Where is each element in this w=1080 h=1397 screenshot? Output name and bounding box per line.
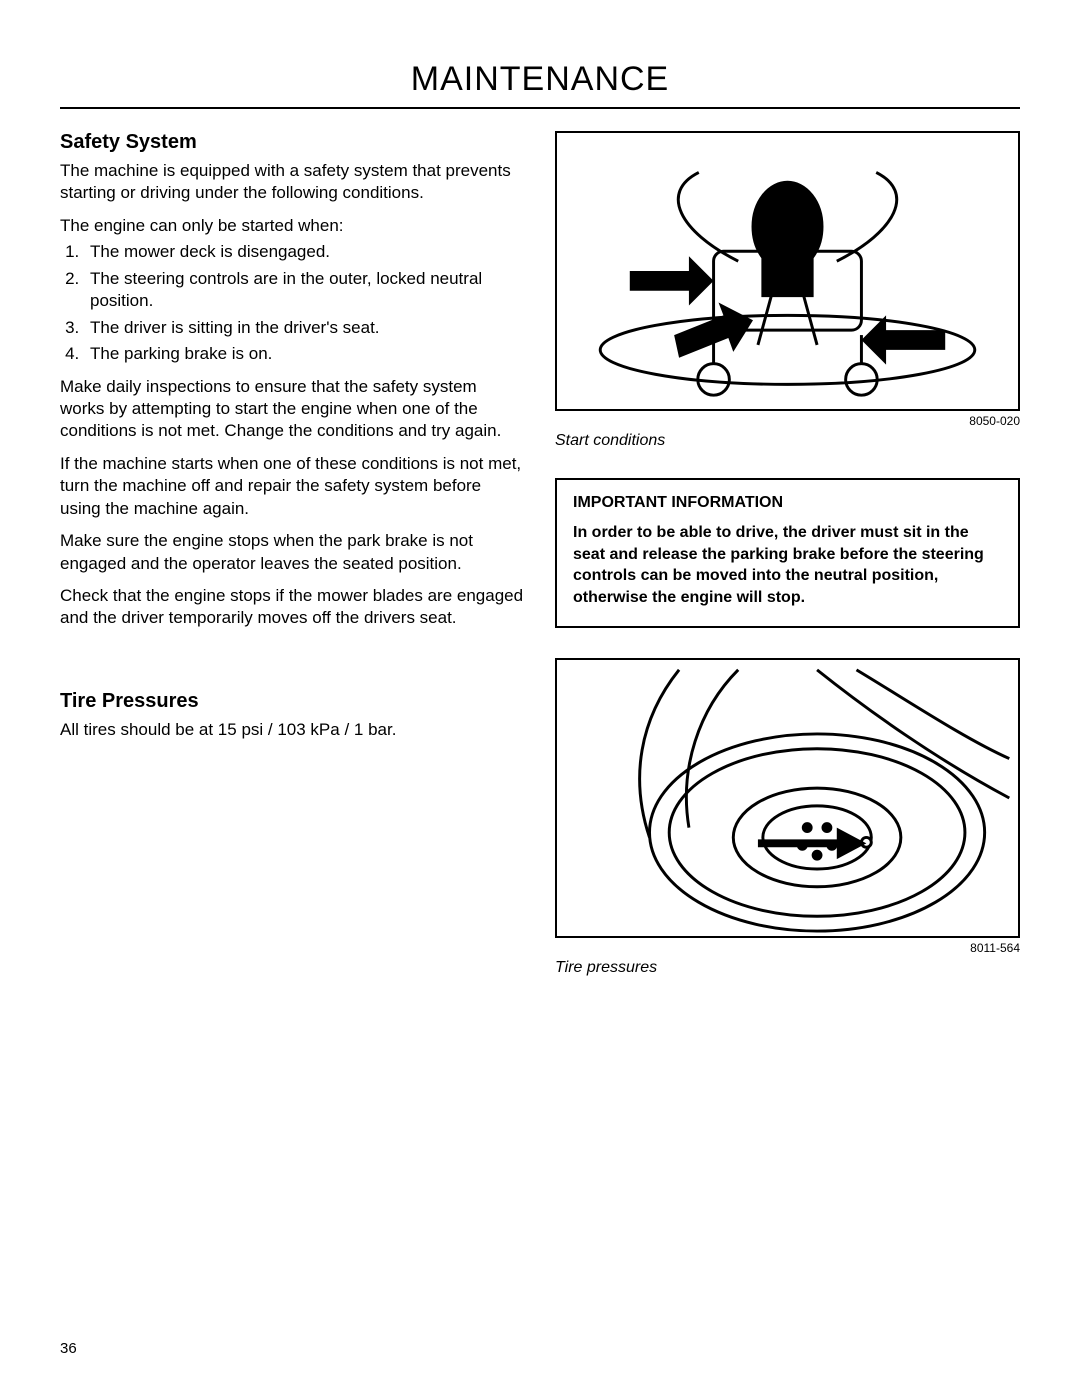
page-number: 36 (60, 1340, 77, 1357)
mower-illustration (557, 133, 1018, 409)
safety-p2: If the machine starts when one of these … (60, 453, 525, 520)
spacer (60, 640, 525, 690)
tire-icon (557, 660, 1018, 936)
right-column: 8050-020 Start conditions IMPORTANT INFO… (555, 131, 1020, 977)
title-rule (60, 107, 1020, 109)
safety-p1: Make daily inspections to ensure that th… (60, 376, 525, 443)
list-item: The steering controls are in the outer, … (84, 268, 525, 313)
tire-text: All tires should be at 15 psi / 103 kPa … (60, 719, 525, 741)
important-info-box: IMPORTANT INFORMATION In order to be abl… (555, 478, 1020, 628)
left-column: Safety System The machine is equipped wi… (60, 131, 525, 977)
figure-tire-pressure (555, 658, 1020, 938)
info-title: IMPORTANT INFORMATION (573, 494, 1002, 512)
columns: Safety System The machine is equipped wi… (60, 131, 1020, 977)
manual-page: MAINTENANCE Safety System The machine is… (0, 0, 1080, 1397)
mower-icon (557, 133, 1018, 409)
figure-caption: Tire pressures (555, 959, 1020, 977)
figure-code: 8050-020 (555, 414, 1020, 428)
safety-intro: The machine is equipped with a safety sy… (60, 160, 525, 205)
page-title: MAINTENANCE (60, 60, 1020, 99)
safety-heading: Safety System (60, 131, 525, 154)
tire-illustration (557, 660, 1018, 936)
figure-start-conditions (555, 131, 1020, 411)
engine-lead: The engine can only be started when: (60, 215, 525, 237)
engine-list: The mower deck is disengaged. The steeri… (60, 241, 525, 365)
info-text: In order to be able to drive, the driver… (573, 522, 1002, 608)
list-item: The parking brake is on. (84, 343, 525, 365)
tire-heading: Tire Pressures (60, 690, 525, 713)
list-item: The mower deck is disengaged. (84, 241, 525, 263)
safety-p3: Make sure the engine stops when the park… (60, 530, 525, 575)
figure-caption: Start conditions (555, 432, 1020, 450)
safety-p4: Check that the engine stops if the mower… (60, 585, 525, 630)
spacer (555, 628, 1020, 658)
list-item: The driver is sitting in the driver's se… (84, 317, 525, 339)
figure-code: 8011-564 (555, 941, 1020, 955)
